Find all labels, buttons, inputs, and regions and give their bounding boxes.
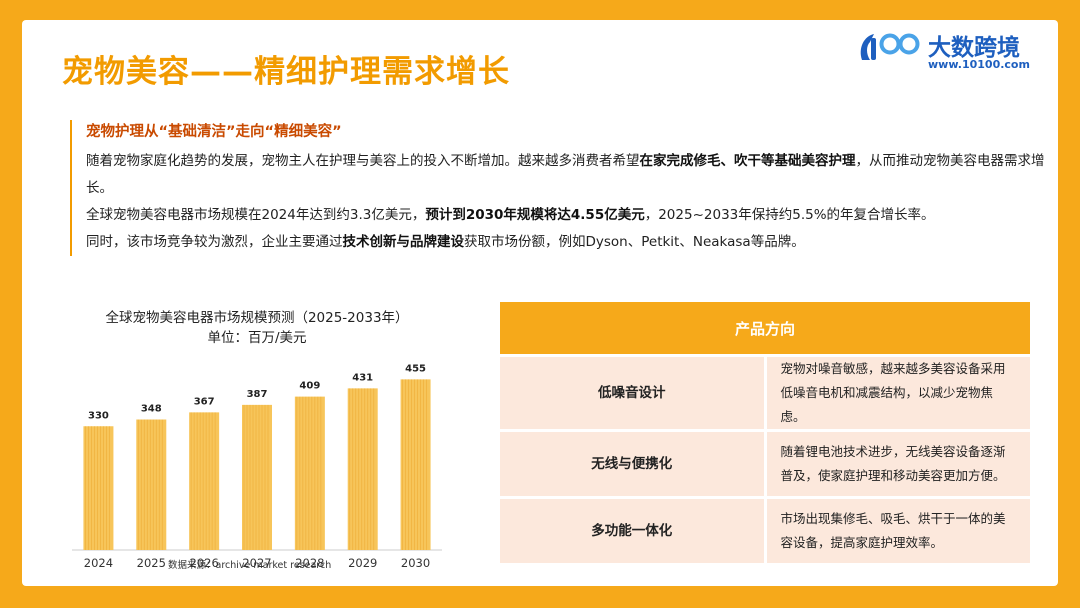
- bar-group: 431: [347, 372, 378, 550]
- chart-unit: 单位：百万/美元: [207, 330, 307, 346]
- bar: [347, 388, 378, 550]
- bar-value-label: 409: [299, 381, 320, 392]
- table-row: 低噪音设计 宠物对噪音敏感，越来越多美容设备采用低噪音电机和减震结构，以减少宠物…: [500, 354, 1030, 431]
- text-span: 同时，该市场竞争较为激烈，企业主要通过: [86, 234, 343, 250]
- chart-source: 数据来源：archive market research: [168, 560, 332, 571]
- text-span: 全球宠物美容电器市场规模在2024年达到约3.3亿美元，: [86, 207, 426, 223]
- x-tick-label: 2029: [348, 556, 378, 570]
- highlight-text: 预计到2030年规模将达4.55亿美元: [425, 207, 645, 223]
- x-tick-label: 2027: [242, 556, 272, 570]
- bar: [136, 419, 167, 550]
- bar-group: 387: [242, 389, 272, 550]
- intro-paragraph-3: 同时，该市场竞争较为激烈，企业主要通过技术创新与品牌建设获取市场份额，例如Dys…: [86, 229, 1046, 256]
- intro-paragraph-2: 全球宠物美容电器市场规模在2024年达到约3.3亿美元，预计到2030年规模将达…: [86, 202, 1046, 229]
- bar-chart: 330 348 367 387 409 431 455: [72, 363, 442, 551]
- row-name: 低噪音设计: [500, 354, 767, 431]
- row-name: 无线与便携化: [500, 429, 767, 498]
- highlight-text: 在家完成修毛、吹干等基础美容护理: [639, 153, 856, 169]
- product-direction-table: 产品方向 低噪音设计 宠物对噪音敏感，越来越多美容设备采用低噪音电机和减震结构，…: [500, 302, 1030, 563]
- bar-value-label: 367: [194, 396, 215, 407]
- content-card: 宠物美容——精细护理需求增长 大数跨境 www.10100.com 宠物护理从“…: [22, 20, 1058, 586]
- row-desc: 市场出现集修毛、吸毛、烘干于一体的美容设备，提高家庭护理效率。: [765, 496, 1030, 563]
- page-title: 宠物美容——精细护理需求增长: [62, 54, 510, 90]
- bar-group: 330: [83, 410, 114, 550]
- x-tick-label: 2028: [295, 556, 325, 570]
- logo-url: www.10100.com: [928, 58, 1030, 71]
- x-tick-label: 2024: [83, 556, 114, 570]
- bar-value-label: 387: [247, 389, 268, 400]
- chart-title: 全球宠物美容电器市场规模预测（2025-2033年）: [105, 310, 409, 326]
- text-span: 随着宠物家庭化趋势的发展，宠物主人在护理与美容上的投入不断增加。越来越多消费者希…: [86, 153, 640, 169]
- table-row: 无线与便携化 随着锂电池技术进步，无线美容设备逐渐普及，使家庭护理和移动美容更加…: [500, 429, 1030, 498]
- table-header: 产品方向: [500, 302, 1030, 356]
- bar-group: 409: [294, 381, 325, 550]
- x-tick-label: 2025: [136, 556, 166, 570]
- intro-paragraph-1: 随着宠物家庭化趋势的发展，宠物主人在护理与美容上的投入不断增加。越来越多消费者希…: [86, 148, 1046, 202]
- logo: 大数跨境 www.10100.com: [856, 26, 1046, 76]
- text-span: ，从而推动宠物美容电器需求增长。: [86, 153, 1045, 196]
- bar-group: 348: [136, 404, 167, 550]
- x-tick-label: 2026: [189, 556, 219, 570]
- bar: [189, 412, 220, 550]
- bar-group: 455: [400, 363, 431, 550]
- bar-value-label: 431: [352, 372, 373, 383]
- row-desc: 随着锂电池技术进步，无线美容设备逐渐普及，使家庭护理和移动美容更加方便。: [765, 429, 1030, 498]
- logo-brand: 大数跨境: [928, 35, 1020, 61]
- text-span: ，2025~2033年保持约5.5%的年复合增长率。: [644, 207, 935, 223]
- table-row: 多功能一体化 市场出现集修毛、吸毛、烘干于一体的美容设备，提高家庭护理效率。: [500, 496, 1030, 563]
- row-name: 多功能一体化: [500, 496, 767, 563]
- row-desc: 宠物对噪音敏感，越来越多美容设备采用低噪音电机和减震结构，以减少宠物焦虑。: [765, 354, 1030, 431]
- bar: [400, 379, 431, 550]
- logo-mark-icon: [860, 33, 920, 60]
- bar: [242, 404, 272, 550]
- bar-value-label: 455: [405, 363, 426, 374]
- intro-block: 宠物护理从“基础清洁”走向“精细美容” 随着宠物家庭化趋势的发展，宠物主人在护理…: [70, 120, 1046, 256]
- x-tick-label: 2030: [400, 556, 431, 570]
- intro-subtitle: 宠物护理从“基础清洁”走向“精细美容”: [86, 124, 342, 140]
- highlight-text: 技术创新与品牌建设: [342, 234, 465, 250]
- bar-value-label: 348: [141, 404, 162, 415]
- bar-value-label: 330: [88, 410, 109, 421]
- bar: [83, 426, 114, 550]
- bar-group: 367: [189, 396, 220, 550]
- text-span: 获取市场份额，例如Dyson、Petkit、Neakasa等品牌。: [464, 234, 805, 250]
- bar: [294, 396, 325, 550]
